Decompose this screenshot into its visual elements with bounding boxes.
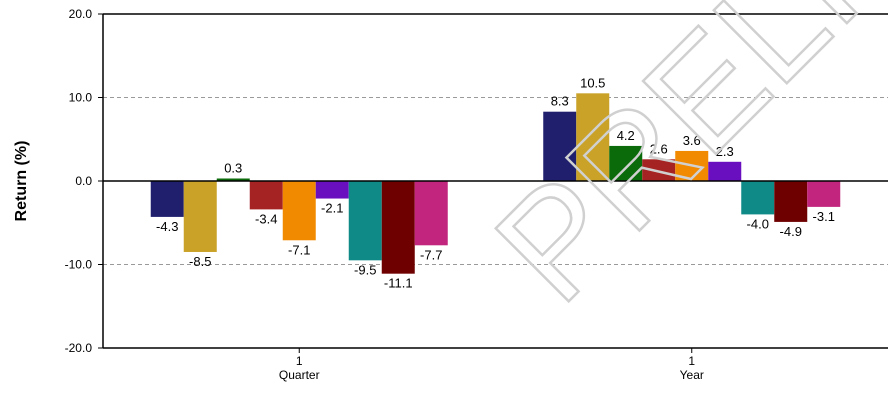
- data-label: 8.3: [551, 94, 569, 109]
- data-label: -4.0: [747, 216, 769, 231]
- bar: [576, 93, 610, 181]
- category-name: Year: [680, 368, 704, 382]
- bar: [642, 159, 676, 181]
- data-label: 10.5: [580, 75, 605, 90]
- axes: [98, 13, 888, 353]
- watermark: PRELIMINARY: [464, 0, 890, 333]
- bar: [183, 181, 217, 252]
- bar: [348, 181, 382, 261]
- bar: [216, 178, 250, 181]
- bar: [282, 181, 316, 241]
- bar: [150, 181, 184, 217]
- data-label: -2.1: [321, 201, 343, 216]
- bar: [708, 161, 742, 181]
- y-tick-label: 0.0: [75, 174, 92, 188]
- category-number: 1: [688, 354, 695, 368]
- data-label: -7.1: [288, 242, 310, 257]
- bar: [249, 181, 283, 210]
- bar: [741, 181, 775, 215]
- bar: [315, 181, 349, 199]
- y-tick-label: 20.0: [69, 7, 93, 21]
- y-axis-title: Return (%): [13, 141, 30, 222]
- category-number: 1: [296, 354, 303, 368]
- bar: [675, 150, 709, 181]
- data-label: 2.6: [650, 141, 668, 156]
- data-label: 0.3: [224, 160, 242, 175]
- data-label: -11.1: [384, 276, 413, 291]
- bars: [150, 93, 841, 274]
- bar: [609, 145, 643, 181]
- data-label: -8.5: [189, 254, 211, 269]
- y-tick-labels: 20.0 10.0 0.0 -10.0 -20.0: [65, 7, 93, 355]
- data-label: 4.2: [617, 128, 635, 143]
- data-label: -3.1: [813, 209, 835, 224]
- data-label: -7.7: [420, 247, 442, 262]
- y-tick-label: 10.0: [69, 91, 93, 105]
- data-labels: -4.3 8.3 -8.5 10.5 0.3 4.2 -3.4 2.6 -7.1 3.6 -2.1 2…: [156, 75, 835, 290]
- data-label: -4.9: [780, 224, 802, 239]
- bar: [414, 181, 448, 246]
- bar: [381, 181, 415, 274]
- data-label: -4.3: [156, 219, 178, 234]
- data-label: -9.5: [354, 262, 376, 277]
- bar: [807, 181, 841, 207]
- bar: [543, 111, 577, 181]
- data-label: 3.6: [683, 133, 701, 148]
- y-tick-label: -20.0: [65, 341, 93, 355]
- grid-lines: [103, 97, 888, 265]
- data-label: 2.3: [716, 144, 734, 159]
- category-name: Quarter: [279, 368, 320, 382]
- y-tick-label: -10.0: [65, 258, 93, 272]
- data-label: -3.4: [255, 211, 277, 226]
- bar: [774, 181, 808, 222]
